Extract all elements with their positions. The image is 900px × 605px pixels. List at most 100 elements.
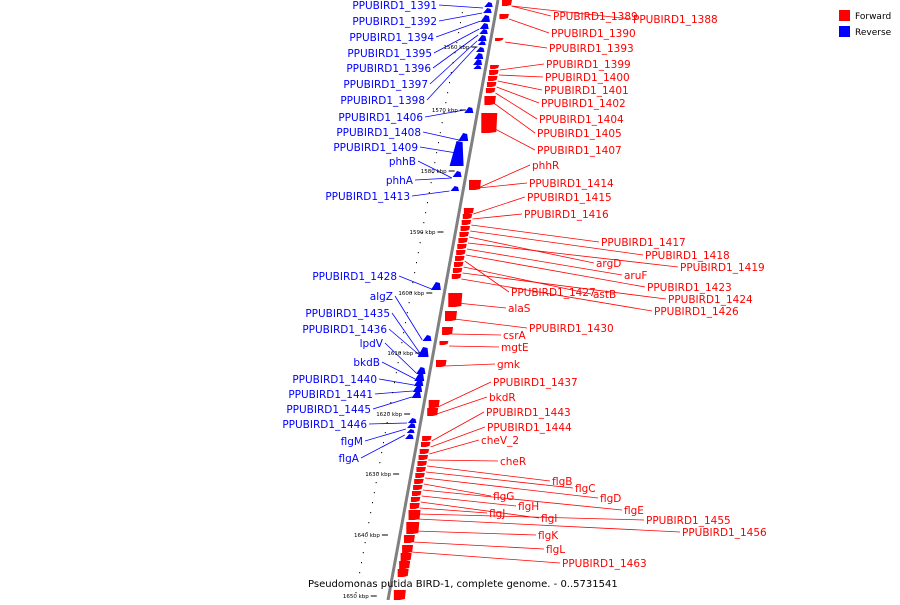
minor-tick (388, 412, 390, 414)
reverse-gene (414, 373, 425, 381)
reverse-gene (415, 367, 426, 374)
reverse-label-connector (422, 131, 459, 141)
gene-label-flgl: flgL (546, 544, 565, 556)
gene-label-ppubird1-1393: PPUBIRD1_1393 (549, 43, 634, 55)
gene-label-flgm: flgM (341, 436, 363, 448)
reverse-label-connector (364, 428, 407, 442)
reverse-label-connector (424, 109, 465, 118)
gene-label-flge: flgE (624, 505, 644, 517)
forward-label-connector (477, 164, 531, 189)
reverse-gene (480, 15, 490, 22)
gene-label-ppubird1-1424: PPUBIRD1_1424 (668, 294, 753, 306)
gene-label-bkdr: bkdR (489, 392, 516, 404)
forward-label-connector (413, 541, 545, 550)
reverse-label-connector (388, 328, 420, 356)
forward-gene (451, 274, 462, 279)
forward-label-connector (415, 530, 537, 536)
forward-label-connector (425, 471, 574, 489)
forward-gene (414, 479, 424, 484)
forward-label-connector (463, 266, 592, 295)
gene-label-flgi: flgI (541, 513, 557, 525)
forward-gene (456, 250, 466, 255)
reverse-gene (473, 59, 483, 65)
forward-label-connector (451, 333, 502, 336)
reverse-gene (452, 171, 462, 177)
forward-label-connector (472, 213, 523, 220)
minor-tick (403, 332, 405, 334)
gene-label-ppubird1-1395: PPUBIRD1_1395 (347, 48, 432, 60)
forward-gene (428, 400, 440, 408)
forward-label-connector (418, 513, 645, 521)
gene-label-flgg: flgG (493, 491, 514, 503)
reverse-gene (477, 41, 486, 45)
gene-label-ppubird1-1441: PPUBIRD1_1441 (288, 389, 373, 401)
gene-label-argd: argD (596, 258, 621, 270)
gene-label-ppubird1-1456: PPUBIRD1_1456 (682, 527, 767, 539)
gene-label-ppubird1-1437: PPUBIRD1_1437 (493, 377, 578, 389)
forward-gene (393, 590, 406, 600)
reverse-gene (430, 282, 441, 290)
forward-label-connector (496, 86, 540, 104)
minor-tick (439, 132, 441, 134)
minor-tick (445, 102, 447, 104)
tick-label: 1570 kbp (432, 108, 458, 114)
reverse-label-connector (360, 434, 406, 459)
gene-label-ppubird1-1406: PPUBIRD1_1406 (338, 112, 423, 124)
gene-label-ppubird1-1423: PPUBIRD1_1423 (647, 282, 732, 294)
reverse-gene (475, 47, 485, 52)
gene-label-ppubird1-1394: PPUBIRD1_1394 (349, 32, 434, 44)
gene-label-ppubird1-1419: PPUBIRD1_1419 (680, 262, 765, 274)
minor-tick (386, 422, 388, 424)
reverse-label-connector (378, 378, 415, 386)
forward-gene (410, 497, 421, 502)
forward-label-connector (466, 248, 623, 276)
reverse-label-connector (391, 312, 421, 354)
forward-label-connector (462, 272, 667, 300)
forward-gene (416, 467, 426, 472)
forward-gene (495, 38, 504, 41)
gene-label-ppubird1-1398: PPUBIRD1_1398 (340, 95, 425, 107)
minor-tick (406, 312, 408, 314)
forward-label-connector (427, 465, 551, 482)
forward-label-connector (511, 5, 632, 20)
gene-label-ppubird1-1463: PPUBIRD1_1463 (562, 558, 647, 570)
forward-gene (459, 232, 469, 237)
gene-label-phhr: phhR (532, 160, 559, 172)
forward-gene (486, 82, 497, 87)
minor-tick (404, 322, 406, 324)
minor-tick (360, 562, 362, 564)
minor-tick (399, 352, 401, 354)
gene-label-ppubird1-1446: PPUBIRD1_1446 (282, 419, 367, 431)
minor-tick (426, 202, 428, 204)
reverse-gene (449, 141, 464, 166)
reverse-label-connector (381, 361, 416, 380)
minor-tick (371, 502, 373, 504)
reverse-label-connector (419, 146, 457, 154)
reverse-gene (477, 35, 487, 41)
reverse-gene (406, 429, 415, 433)
forward-label-connector (489, 125, 536, 151)
legend: Forward Reverse (839, 10, 892, 38)
forward-gene (408, 510, 421, 520)
minor-tick (368, 522, 370, 524)
gene-layer (393, 0, 512, 600)
gene-label-flgj: flgJ (489, 508, 505, 520)
gene-label-ppubird1-1409: PPUBIRD1_1409 (333, 142, 418, 154)
minor-tick (428, 192, 430, 194)
minor-tick (390, 402, 392, 404)
forward-gene (485, 88, 496, 93)
legend-reverse-swatch (839, 26, 850, 37)
minor-tick (458, 32, 460, 34)
forward-gene (453, 262, 464, 267)
gene-label-ppubird1-1415: PPUBIRD1_1415 (527, 192, 612, 204)
forward-gene (402, 545, 414, 553)
reverse-label-connector (433, 28, 480, 54)
minor-tick (419, 242, 421, 244)
reverse-gene (458, 133, 469, 141)
tick-label: 1610 kbp (387, 351, 413, 357)
legend-forward-swatch (839, 10, 850, 21)
kbp-tick-layer: 1560 kbp 1570 kbp 1580 kbp 1590 kbp 1600 kbp… (343, 12, 478, 600)
forward-gene (406, 522, 420, 534)
legend-reverse-label: Reverse (855, 28, 892, 38)
